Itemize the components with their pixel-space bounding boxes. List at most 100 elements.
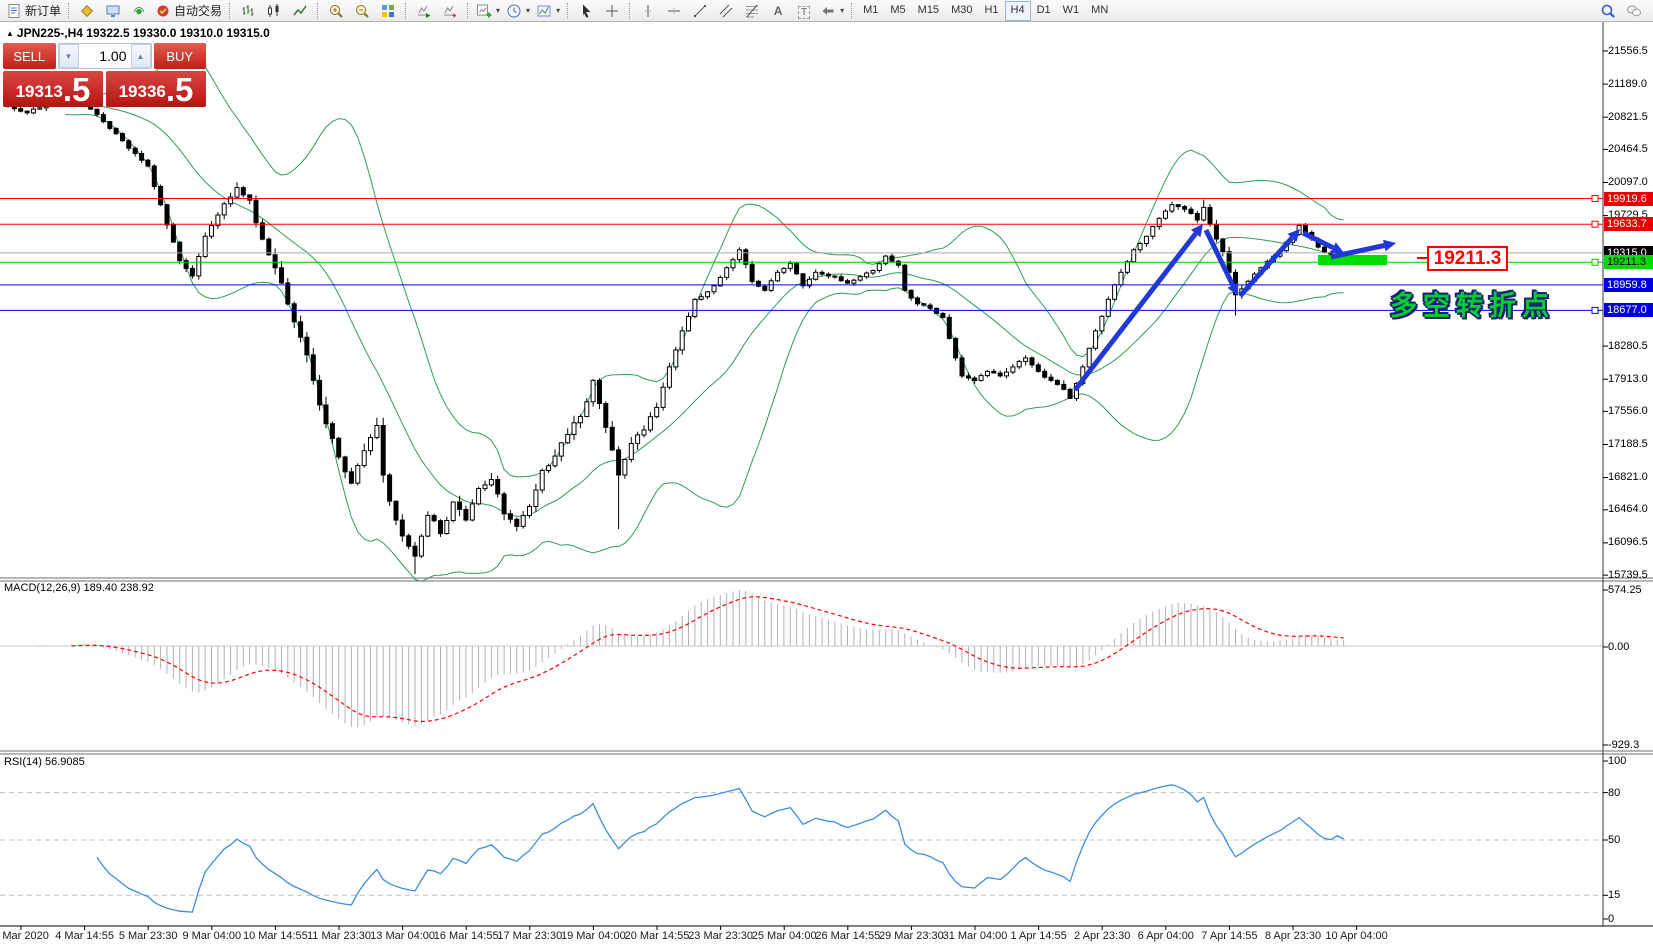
crosshair-button[interactable] (599, 0, 625, 22)
toolbar-right-group (1595, 0, 1647, 22)
sell-button[interactable]: SELL (3, 43, 56, 69)
price-axis-tick: 20464.5 (1608, 142, 1648, 155)
price-axis-badge-19633.7: 19633.7 (1604, 217, 1653, 232)
zoom-out-icon (354, 3, 370, 19)
date-axis-label: 10 Mar 14:55 (242, 930, 308, 942)
zoom-out-button[interactable] (349, 0, 375, 22)
macd-indicator-label: MACD(12,26,9) 189.40 238.92 (4, 582, 154, 594)
label-button[interactable]: T (791, 0, 817, 22)
chat-button[interactable] (1621, 0, 1647, 22)
date-axis-label: 13 Mar 04:00 (370, 930, 435, 942)
chart-symbol-title: ▲ JPN225-,H4 19322.5 19330.0 19310.0 1931… (6, 26, 270, 40)
timeframe-mn-button[interactable]: MN (1091, 3, 1109, 16)
price-axis-tick: 20821.5 (1608, 110, 1648, 123)
price-axis-badge-18677.0: 18677.0 (1604, 303, 1653, 318)
price-axis-tick: 20097.0 (1608, 176, 1648, 188)
chevron-down-icon: ▾ (526, 6, 531, 15)
date-axis-label: 19 Mar 04:00 (560, 930, 626, 942)
rsi-axis-label: 80 (1608, 786, 1621, 799)
timeframe-h1-button[interactable]: H1 (984, 3, 999, 16)
periods-icon (506, 3, 522, 19)
date-axis-label: 17 Mar 23:30 (497, 930, 563, 942)
macd-axis-label: 574.25 (1608, 584, 1642, 596)
toolbar-separator (68, 2, 70, 19)
buy-button[interactable]: BUY (153, 43, 206, 69)
chart-shift-icon (442, 3, 458, 19)
candlestick-chart-icon (266, 3, 282, 19)
toolbar-button-label: 自动交易 (174, 4, 223, 18)
auto-trading-button[interactable]: 自动交易 (152, 0, 225, 22)
fibonacci-button[interactable] (739, 0, 765, 22)
tile-windows-icon (380, 3, 396, 19)
new-order-button[interactable]: 新订单 (3, 0, 64, 22)
price-axis-tick: 18280.5 (1608, 339, 1648, 352)
templates-icon (536, 3, 552, 19)
candlestick-chart-button[interactable] (261, 0, 287, 22)
trendline-button[interactable] (687, 0, 713, 22)
date-axis-label: 11 Mar 23:30 (306, 930, 371, 942)
horizontal-line-button[interactable] (661, 0, 687, 22)
price-axis-tick: 21556.5 (1608, 44, 1648, 57)
sell-price-display[interactable]: 19313.5 (3, 71, 103, 107)
volume-input[interactable] (78, 44, 131, 68)
timeframe-d1-button[interactable]: D1 (1036, 3, 1051, 16)
timeframe-h4-button[interactable]: H4 (1004, 0, 1031, 21)
date-axis-label: 25 Mar 04:00 (751, 930, 817, 942)
auto-trading-icon (155, 3, 171, 19)
cursor-icon (578, 3, 594, 19)
rsi-line (96, 784, 1344, 913)
equidistant-channel-button[interactable] (713, 0, 739, 22)
date-axis-label: 16 Mar 14:55 (433, 930, 499, 942)
timeframe-m1-button[interactable]: M1 (863, 3, 879, 16)
auto-scroll-button[interactable] (411, 0, 437, 22)
bar-chart-button[interactable] (235, 0, 261, 22)
search-icon (1600, 3, 1616, 19)
date-axis-label: 31 Mar 04:00 (942, 930, 1008, 942)
chart-shift-button[interactable] (437, 0, 463, 22)
market-watch-icon (105, 3, 121, 19)
sell-price-main: 19313 (15, 82, 63, 101)
signals-button[interactable] (126, 0, 152, 22)
tile-windows-button[interactable] (375, 0, 401, 22)
new-order-icon (6, 3, 22, 19)
vertical-line-icon (640, 3, 656, 19)
volume-up-button[interactable]: ▲ (130, 44, 151, 68)
price-axis-tick: 16464.0 (1608, 503, 1648, 516)
line-chart-icon (292, 3, 308, 19)
arrows-button[interactable]: ▾ (817, 0, 847, 22)
timeframe-m30-button[interactable]: M30 (951, 3, 973, 16)
highlight-rectangle[interactable] (1318, 255, 1387, 265)
periods-button[interactable]: ▾ (503, 0, 533, 22)
price-callout[interactable]: 19211.3 (1427, 246, 1508, 271)
volume-down-button[interactable]: ▼ (58, 44, 79, 68)
timeframe-m15-button[interactable]: M15 (917, 3, 940, 16)
templates-button[interactable]: ▾ (533, 0, 563, 22)
price-axis-badge-18959.8: 18959.8 (1604, 277, 1653, 292)
text-button[interactable]: A (765, 0, 791, 22)
indicators-icon (476, 3, 492, 19)
date-axis-label: 2 Apr 23:30 (1074, 930, 1131, 942)
toolbar-button-label: 新订单 (25, 4, 62, 18)
collapse-icon[interactable]: ▲ (6, 29, 14, 38)
search-button[interactable] (1595, 0, 1621, 22)
indicators-button[interactable]: ▾ (473, 0, 503, 22)
trend-arrows[interactable] (1073, 224, 1396, 392)
label-icon: T (798, 4, 811, 19)
toolbar-separator (467, 2, 469, 19)
profiles-button[interactable] (74, 0, 100, 22)
timeframe-m5-button[interactable]: M5 (890, 3, 906, 16)
timeframe-w1-button[interactable]: W1 (1062, 3, 1080, 16)
profiles-icon (79, 3, 95, 19)
date-axis-label: 7 Apr 14:55 (1201, 930, 1258, 942)
vertical-line-button[interactable] (635, 0, 661, 22)
line-chart-button[interactable] (287, 0, 313, 22)
text-icon: A (773, 3, 783, 18)
date-axis-label: 5 Mar 23:30 (118, 930, 178, 942)
annotation-text[interactable]: 多空转折点 (1390, 291, 1555, 321)
zoom-in-button[interactable] (323, 0, 349, 22)
cursor-button[interactable] (573, 0, 599, 22)
market-watch-button[interactable] (100, 0, 126, 22)
date-axis-label: 6 Apr 04:00 (1137, 930, 1194, 942)
buy-price-display[interactable]: 19336.5 (106, 71, 206, 107)
